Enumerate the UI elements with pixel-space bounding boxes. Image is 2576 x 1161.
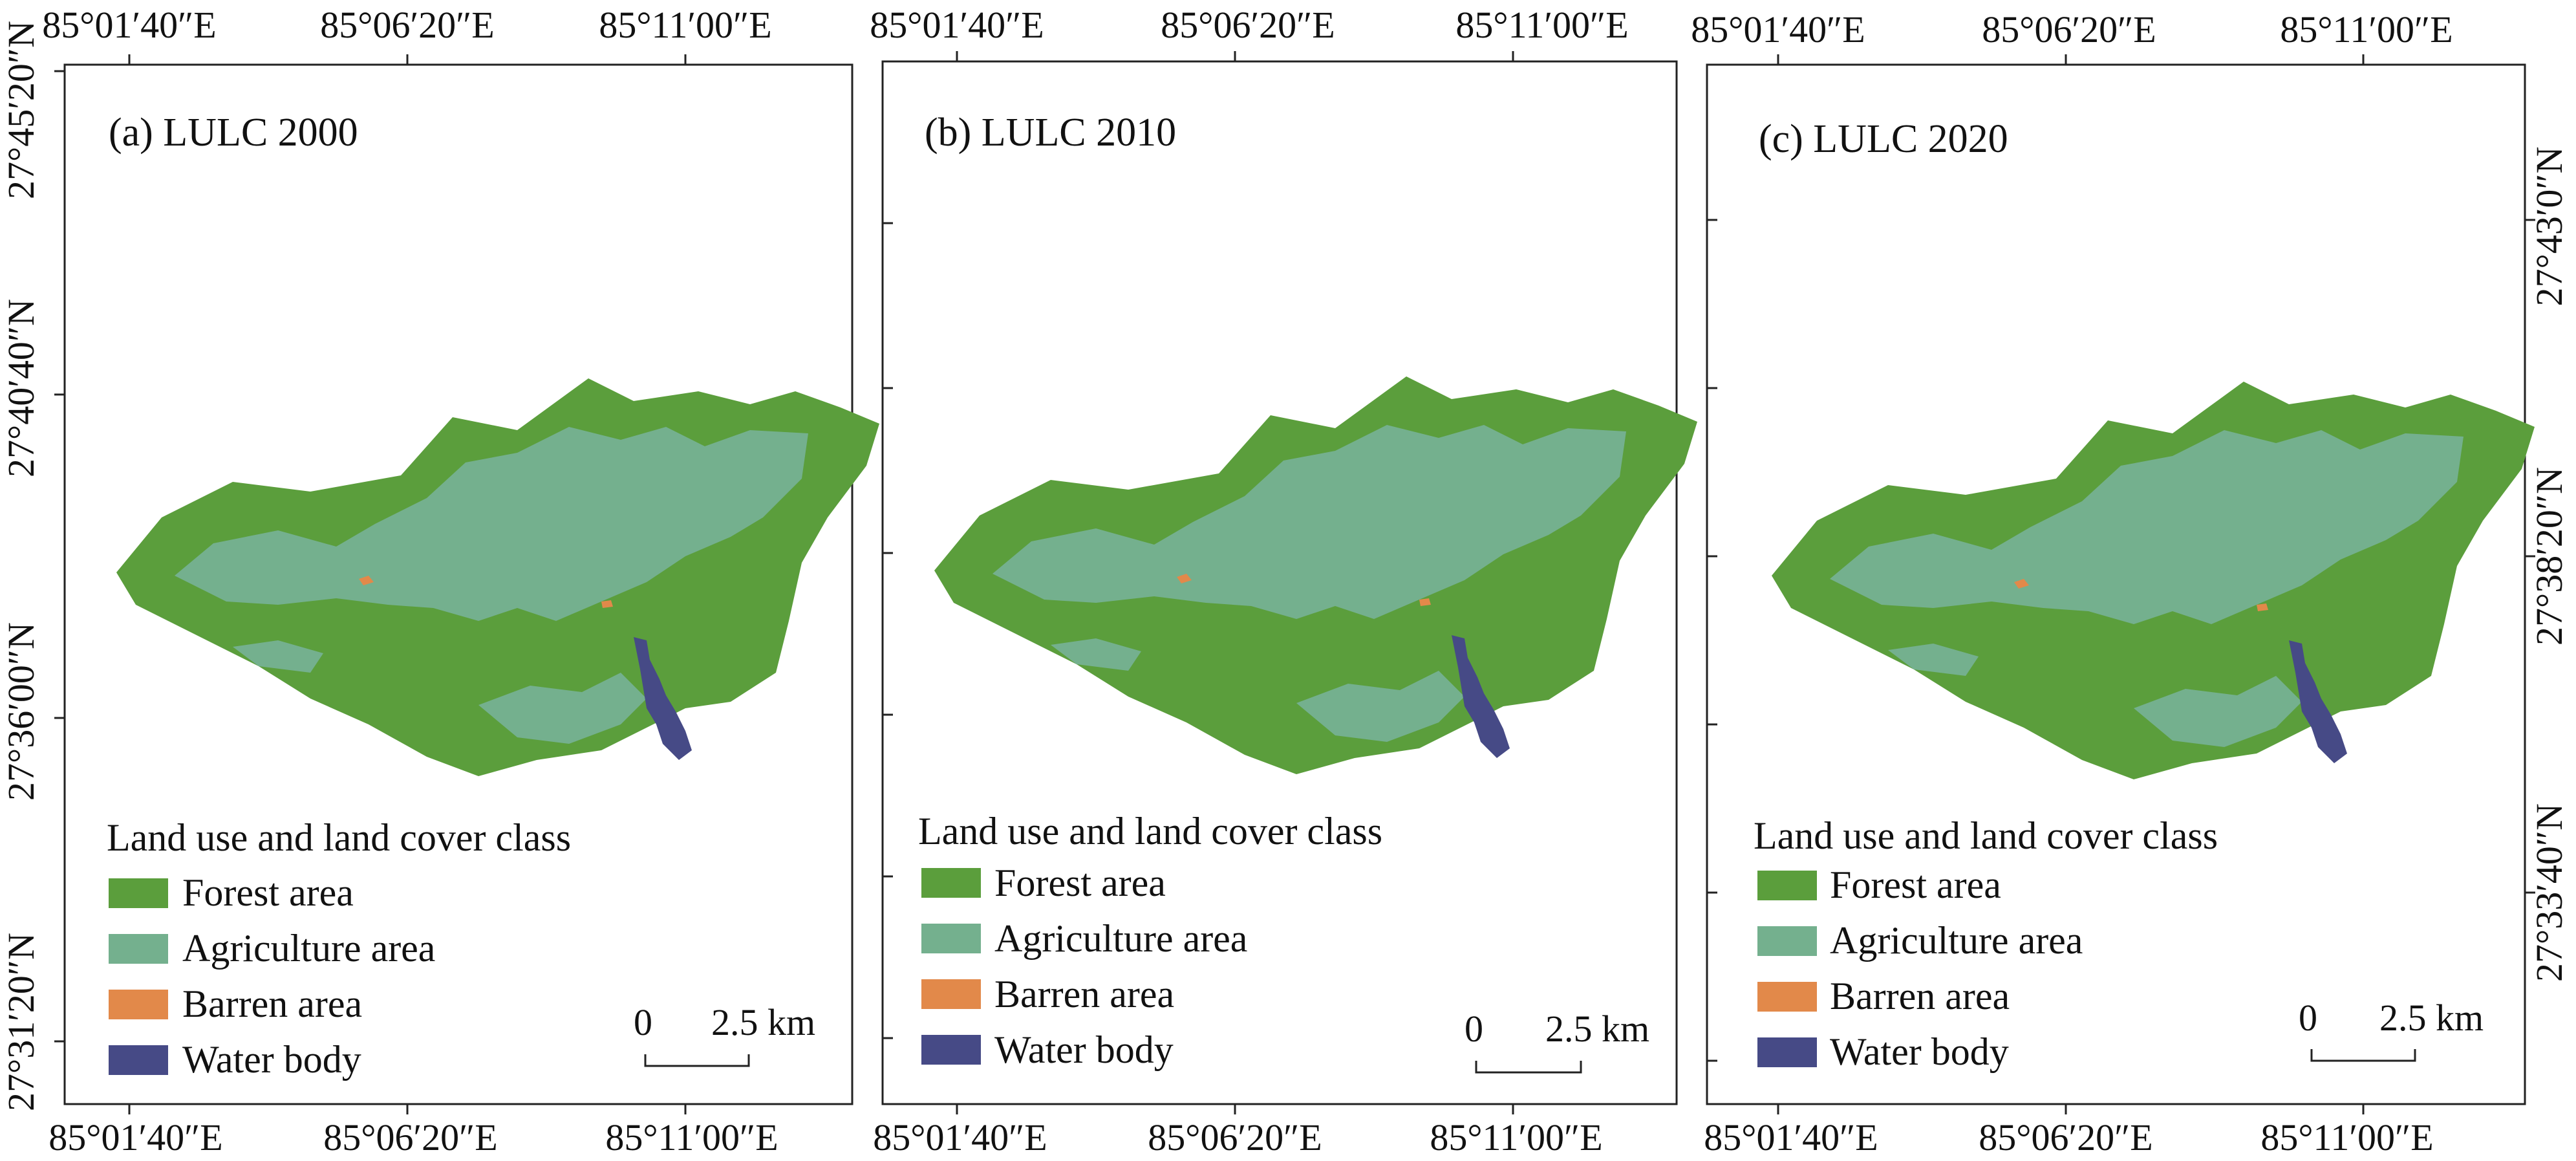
scale-zero: 0 xyxy=(634,1001,652,1043)
legend-swatch-forest xyxy=(921,868,981,898)
legend-swatch-forest xyxy=(1757,871,1817,900)
left-lat-label: 27°45′20″N xyxy=(0,21,42,199)
top-lon-label: 85°01′40″E xyxy=(870,4,1044,46)
legend-swatch-water xyxy=(1757,1037,1817,1067)
legend-label: Barren area xyxy=(182,982,362,1025)
legend-swatch-barren xyxy=(921,979,981,1009)
legend-swatch-barren xyxy=(1757,982,1817,1012)
top-lon-label: 85°06′20″E xyxy=(1982,8,2156,50)
panel-title: (b) LULC 2010 xyxy=(925,111,1176,155)
left-lat-label: 27°40′40″N xyxy=(0,299,42,477)
legend-title: Land use and land cover class xyxy=(918,810,1382,852)
scale-zero: 0 xyxy=(1465,1008,1483,1050)
bottom-lon-label: 85°01′40″E xyxy=(48,1116,222,1158)
scale-bar: 0 2.5 km xyxy=(1465,1008,1649,1074)
legend: Land use and land cover class Forest are… xyxy=(918,810,1382,1071)
legend-swatch-agriculture xyxy=(921,924,981,953)
scale-bar: 0 2.5 km xyxy=(634,1001,815,1067)
legend-label: Water body xyxy=(182,1038,361,1081)
bottom-lon-label: 85°01′40″E xyxy=(873,1116,1047,1158)
legend-label: Barren area xyxy=(994,973,1174,1015)
top-lon-label: 85°11′00″E xyxy=(599,4,771,46)
bottom-lon-label: 85°01′40″E xyxy=(1704,1116,1878,1158)
top-lon-label: 85°11′00″E xyxy=(2280,8,2453,50)
legend-swatch-barren xyxy=(109,990,168,1019)
legend-swatch-agriculture xyxy=(1757,926,1817,956)
top-lon-label: 85°01′40″E xyxy=(42,4,216,46)
legend-label: Forest area xyxy=(182,871,354,914)
left-lat-label: 27°31′20″N xyxy=(0,933,42,1111)
legend-label: Water body xyxy=(1830,1030,2009,1073)
legend-swatch-forest xyxy=(109,878,168,908)
left-lat-label: 27°36′00″N xyxy=(0,622,42,801)
legend-label: Agriculture area xyxy=(1830,919,2083,962)
right-lat-label: 27°38′20″N xyxy=(2528,467,2570,646)
legend-label: Agriculture area xyxy=(182,927,435,970)
panel-a: 85°01′40″E 85°06′20″E 85°11′00″E 85°01′4… xyxy=(0,4,879,1158)
right-lat-label: 27°33′40″N xyxy=(2528,803,2570,982)
panel-c: 85°01′40″E 85°06′20″E 85°11′00″E 85°01′4… xyxy=(1691,8,2570,1158)
top-lon-label: 85°01′40″E xyxy=(1691,8,1865,50)
legend-label: Forest area xyxy=(994,862,1166,904)
legend-title: Land use and land cover class xyxy=(107,816,571,859)
scale-distance: 2.5 km xyxy=(2379,997,2484,1039)
bottom-lon-label: 85°06′20″E xyxy=(1979,1116,2152,1158)
bottom-lon-label: 85°11′00″E xyxy=(1430,1116,1602,1158)
panel-title: (a) LULC 2000 xyxy=(109,111,358,155)
panel-title: (c) LULC 2020 xyxy=(1759,117,2008,161)
legend-label: Barren area xyxy=(1830,975,2010,1017)
right-lat-label: 27°43′0″N xyxy=(2528,147,2570,307)
legend-swatch-water xyxy=(109,1045,168,1075)
scale-distance: 2.5 km xyxy=(711,1001,815,1043)
top-lon-label: 85°06′20″E xyxy=(1161,4,1335,46)
top-lon-label: 85°06′20″E xyxy=(320,4,494,46)
legend-label: Water body xyxy=(994,1028,1174,1071)
bottom-lon-label: 85°06′20″E xyxy=(1148,1116,1322,1158)
bottom-lon-label: 85°11′00″E xyxy=(605,1116,778,1158)
legend: Land use and land cover class Forest are… xyxy=(1754,814,2218,1073)
legend-label: Agriculture area xyxy=(994,917,1247,960)
bottom-lon-label: 85°11′00″E xyxy=(2260,1116,2433,1158)
scale-bar: 0 2.5 km xyxy=(2299,997,2484,1062)
top-lon-label: 85°11′00″E xyxy=(1455,4,1628,46)
scale-distance: 2.5 km xyxy=(1545,1008,1649,1050)
legend-swatch-water xyxy=(921,1035,981,1065)
legend-swatch-agriculture xyxy=(109,934,168,964)
legend-label: Forest area xyxy=(1830,863,2001,906)
scale-zero: 0 xyxy=(2299,997,2317,1039)
bottom-lon-label: 85°06′20″E xyxy=(323,1116,497,1158)
legend: Land use and land cover class Forest are… xyxy=(107,816,571,1081)
legend-title: Land use and land cover class xyxy=(1754,814,2218,857)
panel-b: 85°01′40″E 85°06′20″E 85°11′00″E 85°01′4… xyxy=(870,4,1697,1158)
